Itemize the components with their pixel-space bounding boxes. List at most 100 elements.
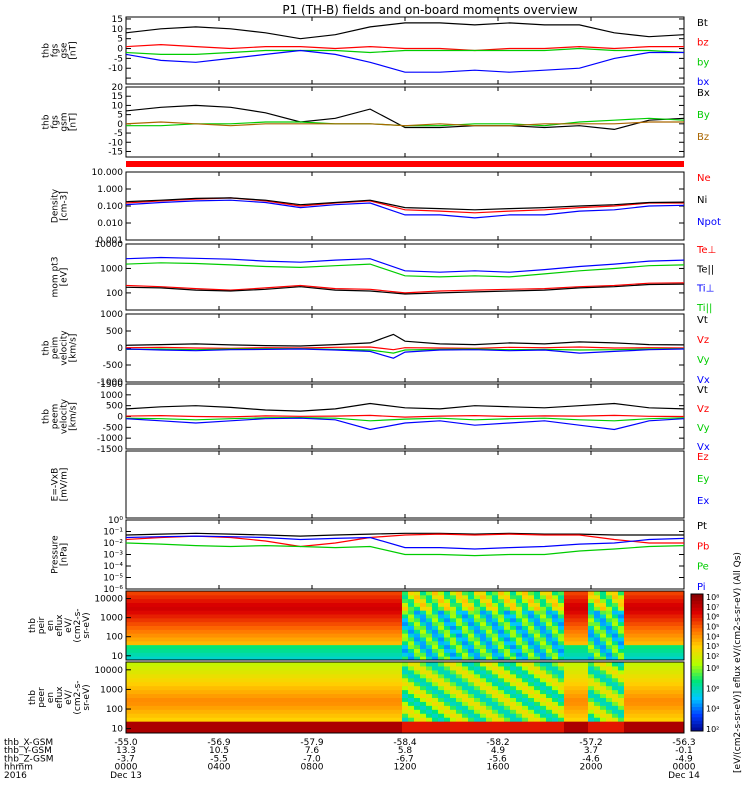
spectrogram-cell: [204, 721, 211, 726]
spectrogram-cell: [264, 617, 271, 623]
spectrogram-cell: [354, 598, 361, 603]
spectrogram-cell: [582, 610, 589, 615]
spectrogram-cell: [168, 697, 175, 702]
ytick-label: 0.100: [97, 202, 123, 212]
spectrogram-cell: [420, 602, 427, 607]
spectrogram-cell: [150, 717, 157, 722]
spectrogram-cell: [570, 689, 577, 695]
ylabel-line: eV/: [64, 689, 74, 705]
spectrogram-cell: [594, 685, 601, 691]
spectrogram-cell: [486, 673, 493, 679]
spectrogram-cell: [582, 594, 589, 600]
spectrogram-cell: [672, 652, 679, 657]
spectrogram-cell: [672, 701, 679, 706]
spectrogram-cell: [204, 701, 211, 706]
spectrogram-cell: [468, 606, 475, 611]
spectrogram-cell: [372, 721, 379, 726]
spectrogram-cell: [432, 625, 439, 630]
spectrogram-cell: [552, 617, 559, 623]
spectrogram-cell: [498, 713, 505, 718]
spectrogram-cell: [618, 725, 625, 730]
spectrogram-cell: [612, 602, 619, 607]
spectrogram-cell: [228, 689, 235, 695]
spectrogram-cell: [486, 621, 493, 626]
spectrogram-cell: [564, 594, 571, 600]
spectrogram-cell: [402, 721, 409, 726]
spectrogram-cell: [348, 656, 355, 661]
spectrogram-cell: [156, 713, 163, 718]
spectrogram-cell: [414, 717, 421, 722]
spectrogram-cell: [156, 721, 163, 726]
spectrogram-cell: [258, 662, 265, 667]
spectrogram-cell: [582, 713, 589, 718]
spectrogram-cell: [546, 705, 553, 710]
spectrogram-cell: [468, 685, 475, 691]
spectrogram-cell: [612, 648, 619, 653]
spectrogram-cell: [348, 721, 355, 726]
spectrogram-cell: [360, 725, 367, 730]
spectrogram-cell: [288, 621, 295, 626]
ytick-label: 100: [106, 633, 123, 643]
spectrogram-cell: [360, 598, 367, 603]
spectrogram-cell: [642, 701, 649, 706]
spectrogram-cell: [594, 656, 601, 661]
spectrogram-cell: [672, 614, 679, 619]
legend-entry: Ey: [697, 474, 709, 485]
spectrogram-cell: [618, 602, 625, 607]
spectrogram-cell: [228, 602, 235, 607]
spectrogram-cell: [636, 685, 643, 691]
spectrogram-cell: [462, 621, 469, 626]
spectrogram-cell: [462, 689, 469, 695]
spectrogram-cell: [528, 689, 535, 695]
colorbar-segment: [691, 672, 703, 677]
spectrogram-cell: [264, 689, 271, 695]
spectrogram-cell: [420, 610, 427, 615]
spectrogram-cell: [372, 673, 379, 679]
spectrogram-cell: [474, 709, 481, 714]
spectrogram-cell: [630, 629, 637, 634]
spectrogram-cell: [168, 689, 175, 695]
spectrogram-cell: [294, 729, 301, 734]
spectrogram-cell: [186, 640, 193, 646]
spectrogram-cell: [204, 617, 211, 623]
spectrogram-cell: [486, 625, 493, 630]
spectrogram-cell: [204, 677, 211, 683]
spectrogram-cell: [174, 617, 181, 623]
spectrogram-cell: [672, 598, 679, 603]
spectrogram-cell: [198, 713, 205, 718]
spectrogram-cell: [546, 717, 553, 722]
spectrogram-cell: [504, 656, 511, 661]
spectrogram-cell: [306, 677, 313, 683]
spectrogram-cell: [582, 614, 589, 619]
spectrogram-cell: [282, 602, 289, 607]
spectrogram-cell: [204, 625, 211, 630]
spectrogram-cell: [516, 656, 523, 661]
spectrogram-cell: [522, 669, 529, 675]
spectrogram-cell: [444, 693, 451, 698]
spectrogram-cell: [456, 701, 463, 706]
spectrogram-cell: [372, 617, 379, 623]
spectrogram-cell: [474, 693, 481, 698]
spectrogram-cell: [654, 629, 661, 634]
spectrogram-cell: [558, 644, 565, 649]
spectrogram-cell: [510, 721, 517, 726]
spectrogram-cell: [144, 621, 151, 626]
spectrogram-cell: [666, 665, 673, 671]
spectrogram-cell: [228, 594, 235, 600]
spectrogram-cell: [378, 713, 385, 718]
spectrogram-cell: [570, 644, 577, 649]
spectrogram-cell: [612, 637, 619, 642]
spectrogram-cell: [654, 729, 661, 734]
spectrogram-cell: [414, 591, 421, 596]
spectrogram-cell: [324, 606, 331, 611]
spectrogram-cell: [612, 705, 619, 710]
spectrogram-cell: [360, 640, 367, 646]
ylabel-line: thb: [42, 340, 52, 355]
spectrogram-cell: [654, 721, 661, 726]
spectrogram-cell: [486, 591, 493, 596]
spectrogram-cell: [450, 693, 457, 698]
spectrogram-cell: [522, 729, 529, 734]
spectrogram-cell: [540, 677, 547, 683]
spectrogram-cell: [630, 614, 637, 619]
spectrogram-cell: [456, 637, 463, 642]
